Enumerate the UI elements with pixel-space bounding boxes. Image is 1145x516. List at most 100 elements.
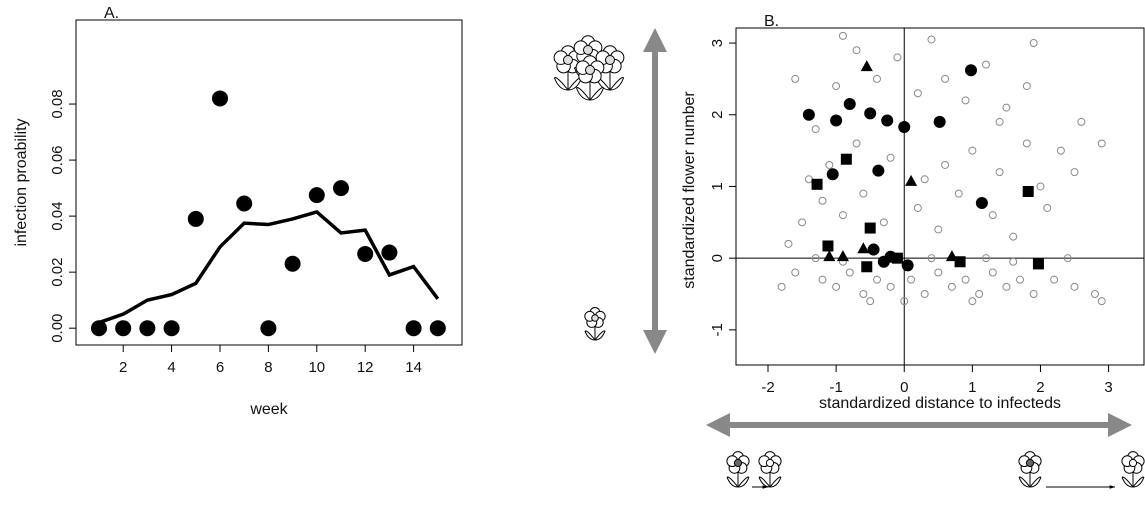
point [1097, 139, 1106, 148]
plot-frame [735, 27, 1145, 366]
point [891, 252, 903, 264]
x-tick-label: 1 [968, 379, 976, 396]
point [913, 89, 922, 98]
point [1016, 275, 1025, 284]
point [920, 175, 929, 184]
y-tick-label: 2 [709, 111, 726, 119]
point [830, 114, 843, 127]
point [163, 320, 180, 337]
point [1022, 185, 1034, 197]
point [934, 225, 943, 234]
point [1036, 182, 1045, 191]
point [968, 297, 977, 306]
point [784, 239, 793, 248]
point [975, 196, 988, 209]
flower-center [591, 314, 599, 322]
point [211, 90, 228, 107]
point [1009, 232, 1018, 241]
plot-frame [75, 19, 463, 346]
flower-icon [1121, 451, 1145, 488]
x-axis-label: standardized distance to infecteds [819, 395, 1061, 412]
point [1002, 282, 1011, 291]
point [872, 164, 885, 177]
flower-center [583, 45, 593, 55]
y-tick-label: 0.08 [49, 89, 66, 118]
point [879, 218, 888, 227]
point [933, 115, 946, 128]
point [981, 60, 990, 69]
point [1063, 254, 1072, 263]
point [893, 53, 902, 62]
y-axis-label: infection proability [13, 118, 30, 246]
flower-icon [1018, 451, 1042, 488]
panel-label: B. [764, 13, 779, 30]
point [941, 74, 950, 83]
flower-center [1025, 458, 1035, 468]
y-tick-label: 3 [709, 39, 726, 47]
point [988, 211, 997, 220]
point [791, 268, 800, 277]
flower-icon [584, 307, 606, 341]
x-tick-label: 2 [1036, 379, 1044, 396]
point [826, 168, 839, 181]
point [927, 35, 936, 44]
point [995, 168, 1004, 177]
point [429, 320, 446, 337]
x-tick-label: 10 [308, 359, 325, 376]
x-tick-label: 4 [167, 359, 175, 376]
flower-icon [726, 451, 750, 488]
point [838, 31, 847, 40]
point [905, 174, 918, 186]
flower-center [605, 55, 615, 65]
point [877, 255, 890, 268]
point [852, 139, 861, 148]
y-tick-label: 1 [709, 182, 726, 190]
point [857, 242, 870, 254]
point [804, 175, 813, 184]
point [1077, 117, 1086, 126]
point [308, 187, 325, 204]
point [1056, 146, 1065, 155]
flower-center [733, 458, 743, 468]
point [284, 255, 301, 272]
point [187, 210, 204, 227]
point [236, 195, 253, 212]
x-tick-label: 12 [357, 359, 374, 376]
y-tick-label: 0 [709, 254, 726, 262]
point [954, 256, 966, 268]
point [332, 180, 349, 197]
point [920, 290, 929, 299]
point [90, 320, 107, 337]
point [1029, 290, 1038, 299]
flower-center [585, 65, 595, 75]
point [981, 254, 990, 263]
point [881, 114, 894, 127]
point [859, 290, 868, 299]
y-tick-label: -1 [709, 323, 726, 336]
point [988, 268, 997, 277]
y-tick-label: 0.02 [49, 258, 66, 287]
point [947, 282, 956, 291]
x-tick-label: 6 [216, 359, 224, 376]
point [1002, 103, 1011, 112]
point [811, 254, 820, 263]
point [968, 146, 977, 155]
point [1029, 39, 1038, 48]
point [1090, 290, 1099, 299]
point [975, 290, 984, 299]
point [898, 120, 911, 133]
point [860, 60, 873, 72]
point [811, 125, 820, 134]
point [945, 250, 958, 262]
flower-center [1128, 458, 1138, 468]
point [852, 46, 861, 55]
flower-icon [595, 45, 625, 91]
point [843, 98, 856, 111]
y-axis-label: standardized flower number [681, 91, 698, 289]
point [791, 74, 800, 83]
point [934, 268, 943, 277]
point [1097, 297, 1106, 306]
point [798, 218, 807, 227]
point [866, 297, 875, 306]
point [845, 268, 854, 277]
